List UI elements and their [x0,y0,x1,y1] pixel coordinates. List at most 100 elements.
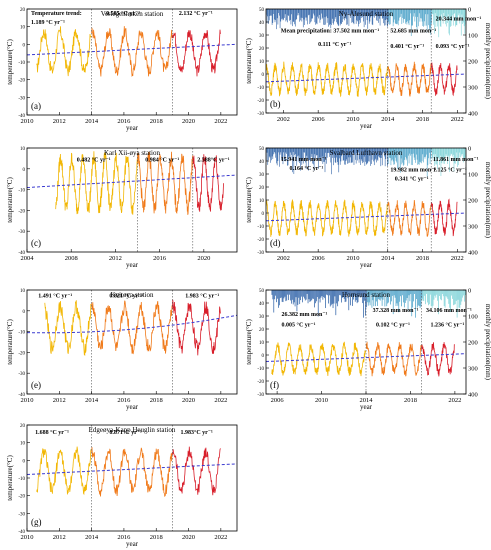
precip-bar [317,290,319,317]
y-tick-label: 40 [259,21,265,26]
precip-bar [446,9,448,27]
precip-bar [317,9,319,17]
precip-bar [315,148,316,160]
precip-bar [437,148,439,159]
precip-bar [449,9,450,36]
precip-bar [458,148,459,166]
precip-bar [465,9,466,25]
precip-bar [418,9,420,14]
annotation: 0.111 °C yr⁻¹ [318,41,351,48]
precip-bar [366,290,367,308]
precip-bar [342,9,343,23]
precip-bar [426,148,427,155]
precip-bar [333,148,334,166]
precip-bar [436,148,437,165]
precip-bar [380,148,382,167]
precip-bar [460,148,461,158]
precip-bar [352,9,354,24]
y2-tick-label: 300 [468,85,478,92]
precip-bar [297,148,298,157]
precip-bar [386,148,387,154]
precip-bar [452,9,453,16]
precip-bar [293,9,295,22]
panel-title: Karl Xii-øya station [104,149,160,157]
precip-bar [267,9,269,17]
precip-bar [426,9,428,33]
precip-bar [266,9,268,24]
precip-bar [313,290,314,299]
x-axis-label: year [360,261,373,269]
precip-bar [428,148,429,159]
x-tick-label: 2018 [150,397,163,404]
precip-bar [276,9,278,19]
annotation: 0.871°C yr⁻¹ [109,429,142,436]
precip-bar [403,9,405,20]
y-tick-label: -10 [18,61,25,66]
precip-bar [348,9,350,26]
precip-bar [297,9,299,14]
precip-bar [283,290,285,299]
y-axis-label: temperature(°C) [245,38,253,84]
precip-bar [267,148,269,165]
precip-bar [322,148,324,164]
x-tick-label: 2014 [85,118,99,125]
precip-bar [270,9,271,16]
panel-label: (g) [31,517,42,527]
annotation: 0.585 °C yr⁻¹ [106,10,140,17]
precip-bar [443,290,445,307]
precip-bar [384,148,386,167]
precip-bar [279,9,280,16]
precip-bar [457,290,459,300]
precip-bar [331,9,332,26]
precip-bar [391,290,393,296]
precip-bar [280,148,282,153]
precip-bar [392,9,393,17]
precip-bar [294,290,296,307]
precip-bar [404,290,406,303]
precip-bar [305,148,306,163]
precip-bar [321,290,323,297]
precip-bar [417,148,419,165]
precip-bar [313,9,315,16]
precip-bar [311,9,313,19]
precip-bar [452,148,454,155]
precip-bar [388,148,390,164]
precip-bar [393,9,395,23]
precip-bar [407,9,408,22]
x-tick-label: 2014 [360,397,374,404]
precip-bar [403,148,405,165]
precip-bar [276,9,277,30]
x-tick-label: 2020 [197,255,210,262]
panel-title: Hornsund station [342,291,391,299]
precip-bar [340,148,342,162]
precip-bar [342,148,344,161]
panel-label: (d) [270,238,281,248]
precip-bar [450,148,451,156]
precip-bar [268,148,269,161]
precip-bar [387,9,388,27]
precip-bar [362,290,364,304]
precip-bar [406,290,408,298]
precip-bar [413,9,414,17]
precip-bar [374,148,376,161]
precip-bar [318,290,320,299]
temperature-series-period-1 [36,446,92,496]
annotation: 11.861 mm mon⁻¹ [433,157,479,163]
precip-bar [319,290,321,303]
precip-bar [379,290,381,301]
precip-bar [295,148,297,160]
y-tick-label: 30 [259,315,265,320]
precip-bar [372,148,374,155]
temperature-series-period-1 [271,341,367,377]
precip-bar [376,9,378,21]
precip-bar [455,9,456,27]
precip-bar [435,9,437,27]
precip-bar [307,290,309,304]
precip-bar [452,148,453,157]
x-tick-label: 2022 [214,534,227,541]
precip-bar [397,148,399,154]
y-tick-label: -10 [257,225,264,230]
precip-bar [432,148,434,161]
precip-bar [380,9,382,16]
precip-bar [357,9,358,22]
